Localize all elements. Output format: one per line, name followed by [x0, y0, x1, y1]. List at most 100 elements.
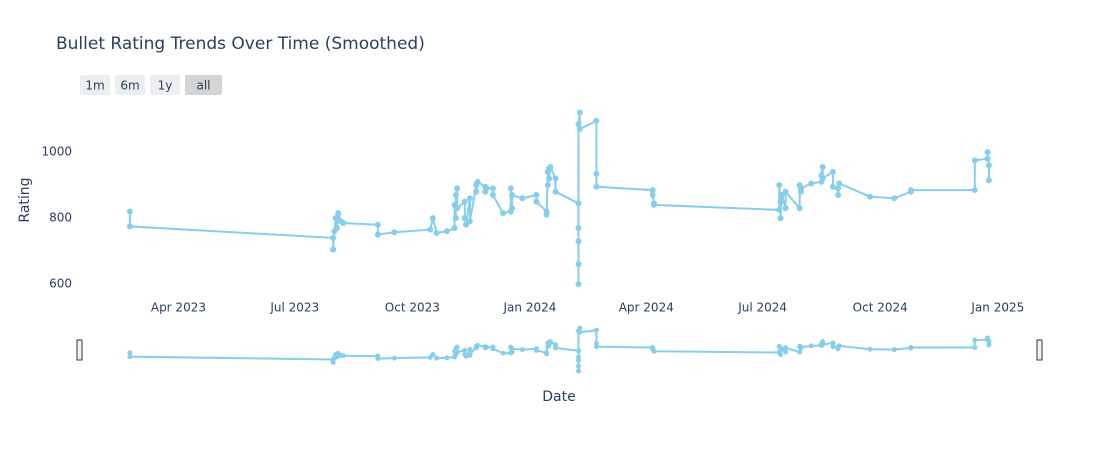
slider-point — [553, 345, 559, 351]
chart-title: Bullet Rating Trends Over Time (Smoothed… — [56, 34, 425, 54]
point — [332, 215, 339, 222]
range-button-label[interactable]: 6m — [120, 79, 139, 93]
y-tick-label: 600 — [49, 277, 72, 291]
x-tick-label: Jul 2023 — [269, 301, 319, 315]
point — [782, 205, 789, 212]
point — [454, 205, 461, 212]
range-button-label[interactable]: all — [196, 79, 210, 93]
point — [776, 182, 783, 189]
point — [593, 117, 600, 124]
x-tick-label: Apr 2023 — [151, 301, 206, 315]
point — [796, 205, 803, 212]
point — [454, 185, 461, 192]
point — [335, 210, 342, 217]
slider-point — [462, 347, 468, 353]
point — [782, 188, 789, 195]
slider-point — [836, 343, 842, 349]
slider-point — [490, 346, 496, 352]
range-button[interactable] — [80, 75, 110, 95]
slider-point — [867, 346, 873, 352]
point — [891, 195, 898, 202]
slider-point — [830, 340, 836, 346]
slider-point — [509, 346, 515, 352]
point — [451, 225, 458, 231]
slider-point — [593, 327, 599, 333]
point — [829, 168, 836, 175]
slider-point — [430, 352, 436, 358]
slider-point — [547, 339, 553, 345]
point — [340, 220, 347, 227]
point — [461, 198, 468, 205]
slider-handle-left[interactable] — [76, 339, 83, 361]
slider-point — [127, 350, 133, 356]
slider-point — [483, 344, 489, 350]
point — [452, 192, 459, 199]
slider-point — [519, 347, 525, 353]
point — [777, 215, 784, 222]
point — [126, 208, 133, 215]
range-button-label[interactable]: 1m — [85, 79, 104, 93]
point — [533, 198, 540, 205]
point — [835, 185, 842, 192]
slider-point — [454, 349, 460, 355]
range-button[interactable] — [115, 75, 145, 95]
point — [473, 188, 480, 195]
point — [650, 201, 657, 208]
slider-point — [127, 354, 133, 360]
range-button[interactable] — [185, 75, 222, 95]
point — [543, 211, 550, 218]
point — [576, 109, 583, 116]
point — [374, 221, 381, 228]
slider-point — [778, 352, 784, 358]
point — [427, 226, 434, 233]
slider-point — [375, 356, 381, 362]
point — [330, 234, 337, 241]
y-tick-label: 1000 — [41, 145, 72, 159]
point — [649, 192, 656, 199]
slider-point — [779, 346, 785, 352]
point — [552, 175, 559, 182]
point — [126, 223, 133, 230]
point — [533, 192, 540, 199]
point — [519, 195, 526, 202]
point — [575, 121, 582, 128]
point — [433, 229, 440, 236]
slider-point — [783, 349, 789, 355]
slider-handle-right[interactable] — [1036, 339, 1043, 361]
point — [777, 198, 784, 205]
slider-point — [500, 350, 506, 356]
point — [474, 178, 481, 185]
point — [461, 215, 468, 222]
x-tick-label: Oct 2023 — [385, 301, 440, 315]
range-button-label[interactable]: 1y — [158, 79, 173, 93]
slider-point — [972, 345, 978, 351]
slider-point — [820, 342, 826, 348]
point — [443, 228, 450, 235]
point — [429, 215, 436, 222]
point — [836, 180, 843, 187]
point — [985, 177, 992, 184]
slider-point — [830, 344, 836, 350]
range-button[interactable] — [150, 75, 180, 95]
slider-point — [798, 344, 804, 350]
point — [797, 185, 804, 192]
point — [483, 185, 490, 192]
slider-point — [533, 347, 539, 353]
slider-point — [444, 355, 450, 361]
point — [649, 187, 656, 194]
y-axis-title: Rating — [17, 177, 33, 222]
point — [575, 261, 582, 268]
slider-point — [986, 342, 992, 348]
point — [575, 238, 582, 245]
slider-point — [434, 355, 440, 361]
point — [507, 185, 514, 192]
point — [466, 195, 473, 202]
point — [575, 200, 582, 207]
x-tick-label: Jan 2025 — [970, 301, 1024, 315]
slider-point — [454, 344, 460, 350]
point — [547, 163, 554, 170]
slider-point — [576, 348, 582, 354]
slider-point — [576, 368, 582, 374]
